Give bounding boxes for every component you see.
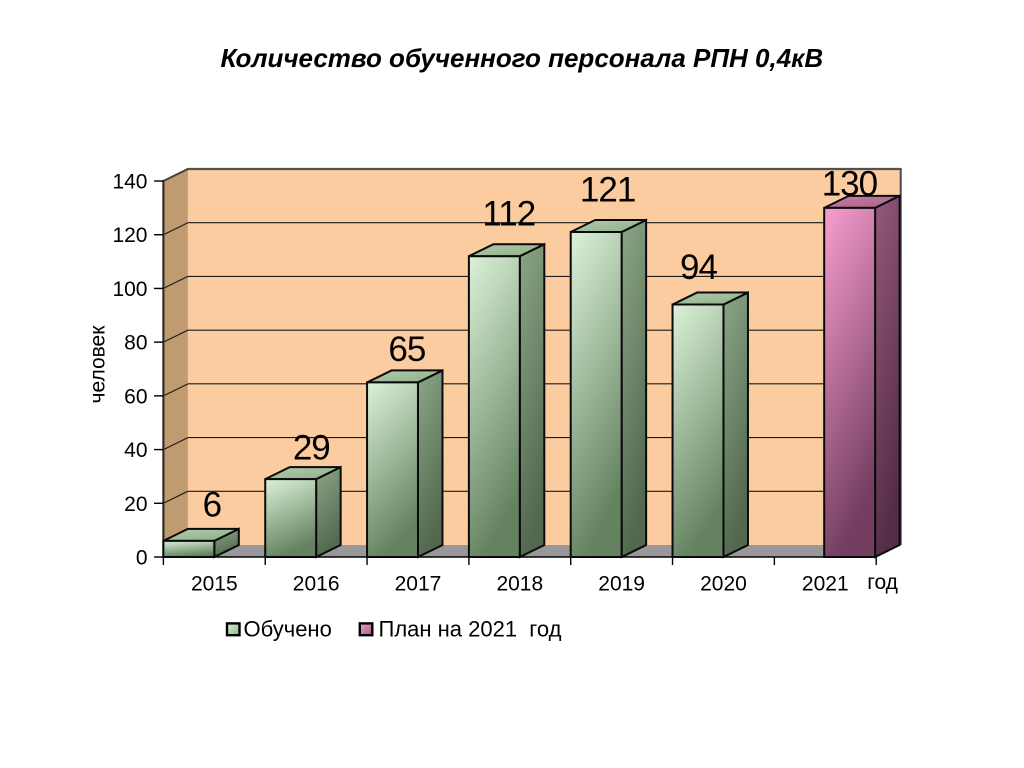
svg-text:2018: 2018 — [496, 573, 543, 596]
svg-text:130: 130 — [822, 164, 878, 203]
svg-text:94: 94 — [680, 248, 717, 287]
svg-text:121: 121 — [580, 170, 635, 209]
svg-text:20: 20 — [124, 493, 147, 516]
svg-text:Количество обученного персонал: Количество обученного персонала РПН 0,4к… — [220, 43, 823, 73]
svg-text:человек: человек — [87, 325, 110, 404]
svg-text:2020: 2020 — [700, 573, 747, 596]
svg-text:0: 0 — [136, 547, 148, 570]
svg-text:29: 29 — [293, 429, 330, 468]
svg-text:2016: 2016 — [293, 573, 340, 596]
svg-text:год: год — [529, 617, 561, 642]
svg-text:100: 100 — [112, 278, 147, 301]
svg-text:год: год — [867, 571, 898, 594]
svg-text:112: 112 — [482, 195, 535, 234]
svg-text:6: 6 — [203, 486, 221, 525]
svg-text:65: 65 — [388, 330, 425, 369]
svg-text:140: 140 — [112, 171, 147, 194]
svg-text:План на 2021: План на 2021 — [379, 617, 518, 642]
svg-text:Обучено: Обучено — [244, 617, 332, 642]
svg-text:2021: 2021 — [802, 573, 849, 596]
svg-text:2017: 2017 — [395, 573, 442, 596]
svg-text:40: 40 — [124, 439, 147, 462]
svg-text:2015: 2015 — [191, 573, 238, 596]
svg-text:2019: 2019 — [598, 573, 645, 596]
svg-text:60: 60 — [124, 385, 147, 408]
svg-text:120: 120 — [112, 224, 147, 247]
svg-text:80: 80 — [124, 332, 147, 355]
